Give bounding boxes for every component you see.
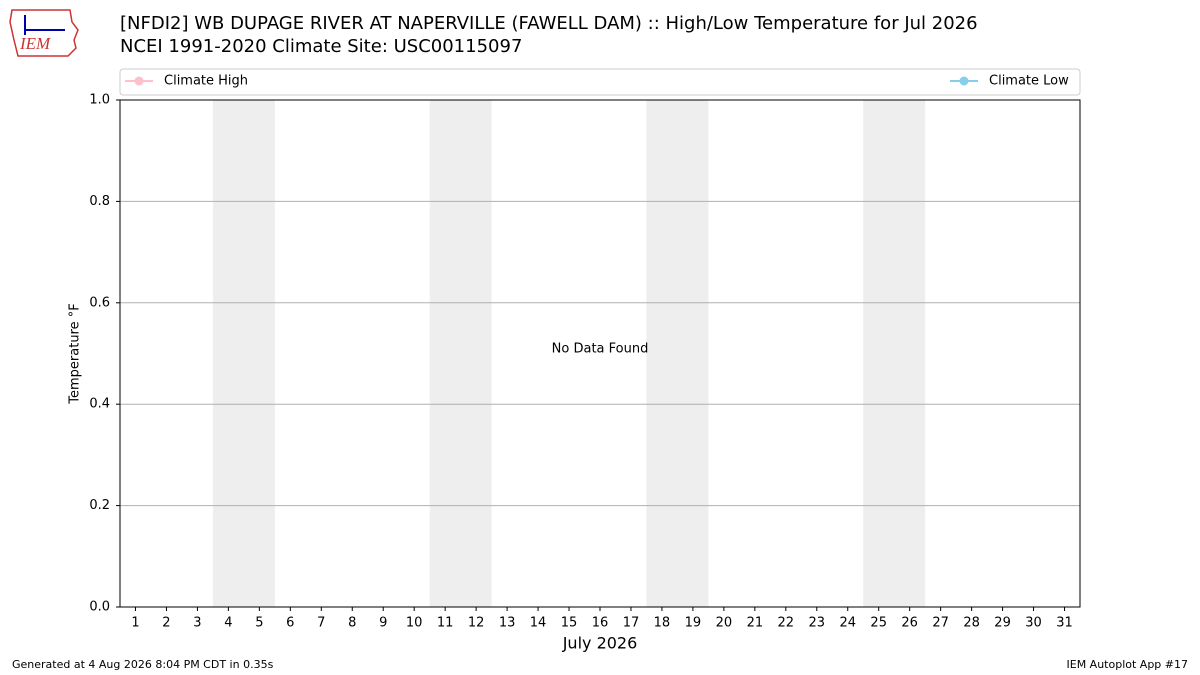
x-tick-label: 23 [809, 616, 826, 631]
logo-outline [9, 9, 79, 57]
chart-subtitle: NCEI 1991-2020 Climate Site: USC00115097 [120, 36, 522, 57]
x-tick-label: 2 [162, 616, 170, 631]
legend-marker [134, 76, 144, 86]
legend-label: Climate Low [989, 74, 1069, 89]
y-tick-label: 0.2 [89, 498, 110, 513]
weekend-shade [863, 100, 926, 607]
x-tick-label: 10 [406, 616, 423, 631]
legend-label: Climate High [164, 74, 248, 89]
annotation: No Data Found [552, 342, 649, 357]
x-tick-label: 26 [901, 616, 918, 631]
weekend-shade [212, 100, 275, 607]
x-tick-label: 20 [716, 616, 733, 631]
logo-text: IEM [19, 34, 51, 53]
y-tick-label: 0.0 [89, 600, 110, 615]
footer-right: IEM Autoplot App #17 [1067, 658, 1189, 671]
x-tick-label: 5 [255, 616, 263, 631]
x-tick-label: 7 [317, 616, 325, 631]
y-tick-label: 0.8 [89, 194, 110, 209]
x-tick-label: 14 [530, 616, 547, 631]
x-tick-label: 28 [963, 616, 980, 631]
x-tick-label: 24 [839, 616, 856, 631]
x-tick-label: 31 [1056, 616, 1073, 631]
x-tick-label: 30 [1025, 616, 1042, 631]
x-tick-label: 22 [778, 616, 795, 631]
chart-title: [NFDI2] WB DUPAGE RIVER AT NAPERVILLE (F… [120, 13, 978, 34]
x-tick-label: 9 [379, 616, 387, 631]
logo: IEM [9, 9, 79, 57]
x-tick-label: 18 [654, 616, 671, 631]
x-tick-label: 8 [348, 616, 356, 631]
x-tick-label: 13 [499, 616, 516, 631]
x-tick-label: 4 [224, 616, 232, 631]
x-tick-label: 25 [870, 616, 887, 631]
x-tick-label: 27 [932, 616, 949, 631]
y-tick-label: 0.4 [89, 397, 110, 412]
x-tick-label: 29 [994, 616, 1011, 631]
x-tick-label: 1 [131, 616, 139, 631]
weekend-shade [646, 100, 709, 607]
y-tick-label: 1.0 [89, 93, 110, 108]
x-tick-label: 19 [685, 616, 702, 631]
x-axis-label: July 2026 [562, 634, 638, 653]
weekend-shade [429, 100, 492, 607]
footer-left: Generated at 4 Aug 2026 8:04 PM CDT in 0… [12, 658, 274, 671]
legend-marker [959, 76, 969, 86]
y-axis-label: Temperature °F [68, 303, 83, 404]
x-tick-label: 21 [747, 616, 764, 631]
plot-frame [119, 99, 1081, 608]
x-tick-label: 15 [561, 616, 578, 631]
legend-box [119, 68, 1081, 96]
x-tick-label: 12 [468, 616, 485, 631]
x-tick-label: 11 [437, 616, 454, 631]
x-tick-label: 17 [623, 616, 640, 631]
x-tick-label: 3 [193, 616, 201, 631]
y-tick-label: 0.6 [89, 295, 110, 310]
x-tick-label: 16 [592, 616, 609, 631]
x-tick-label: 6 [286, 616, 294, 631]
